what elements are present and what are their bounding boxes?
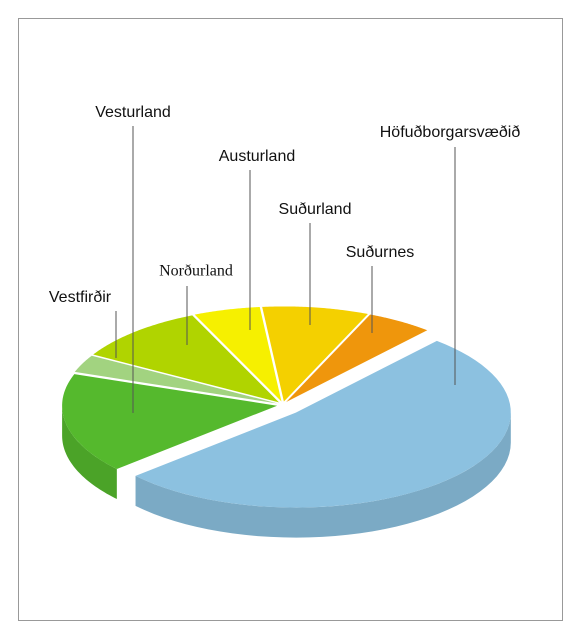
slice [93,315,280,403]
slice [135,340,511,508]
slice-side [135,412,511,538]
slice-label: Vesturland [95,104,171,121]
slice [262,306,368,402]
walls [62,405,511,538]
slice [194,307,282,402]
slice-label: Höfuðborgarsvæðið [380,124,521,141]
slice-side [62,405,117,500]
slice-label: Austurland [219,148,296,165]
slice [74,355,278,404]
slice-label: Suðurnes [346,244,415,261]
labels: Höfuðborgarsvæðið Suðurnes Suðurland Austur… [49,104,520,413]
slice-label: Suðurland [279,201,352,218]
slice [286,314,428,402]
slice-label: Norðurland [159,263,233,280]
slice-label: Vestfirðir [49,289,112,306]
slice [62,374,278,470]
tops [62,306,511,508]
